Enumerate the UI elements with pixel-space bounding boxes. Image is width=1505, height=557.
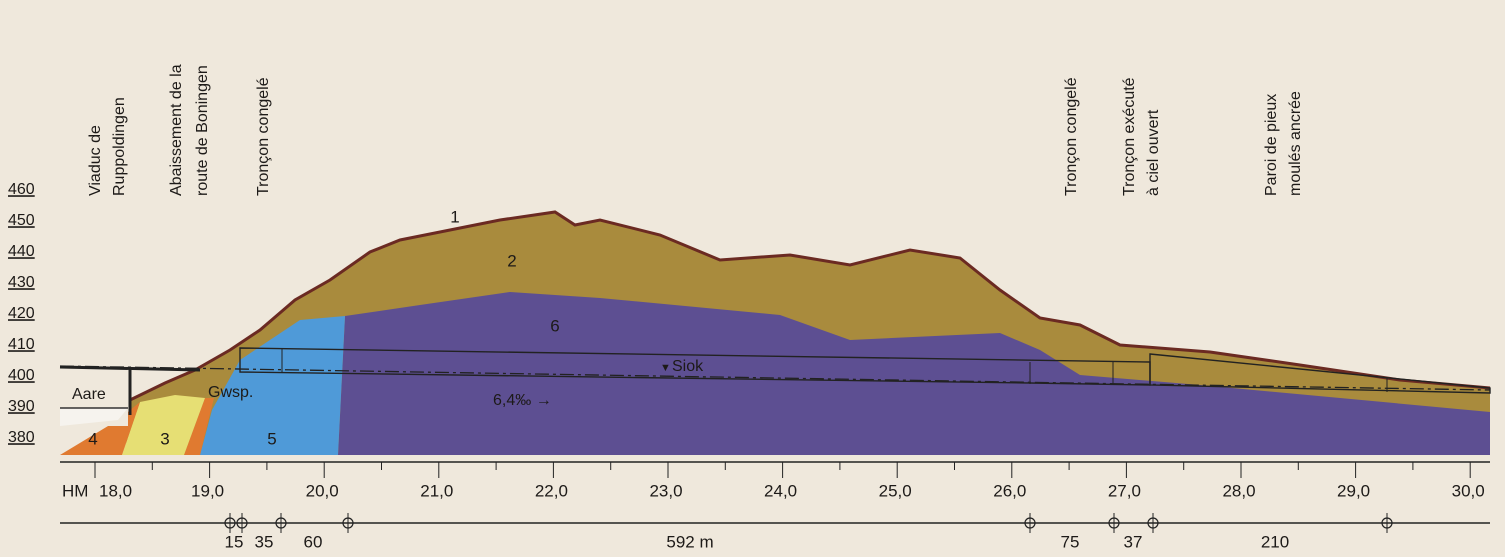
distance-label: 210 — [1261, 532, 1289, 551]
axis-label: 19,0 — [191, 481, 224, 500]
annotation: à ciel ouvert — [1145, 109, 1162, 196]
annotation: Paroi de pieux — [1263, 94, 1280, 196]
elevation-label: 420 — [8, 305, 35, 322]
layer-label: 4 — [88, 429, 97, 448]
layer-6 — [338, 292, 1490, 455]
annotation: moulés ancrée — [1287, 91, 1304, 196]
tunnel-outline — [239, 347, 1151, 386]
distance-label: 35 — [255, 532, 274, 551]
layer-3 — [122, 395, 205, 455]
axis-label: 20,0 — [306, 481, 339, 500]
elevation-label: 380 — [8, 429, 35, 446]
layer-label: 5 — [267, 429, 276, 448]
axis-label: 29,0 — [1337, 481, 1370, 500]
elevation-label: 440 — [8, 243, 35, 260]
water-label: Aare — [72, 386, 106, 403]
marker — [1024, 517, 1036, 529]
layer-4-strip — [184, 398, 214, 455]
axis-label: 18,0 — [99, 481, 132, 500]
gradient-label: 6,4‰ → — [493, 392, 552, 409]
axis-label: 24,0 — [764, 481, 797, 500]
elevation-label: 410 — [8, 336, 35, 353]
river-water — [60, 408, 128, 426]
distance-label: 60 — [304, 532, 323, 551]
layer-label: 1 — [450, 207, 459, 226]
marker — [275, 517, 287, 529]
distance-label: 37 — [1124, 532, 1143, 551]
annotation: route de Boningen — [194, 65, 211, 196]
layer-4 — [60, 402, 140, 455]
annotation: Viaduc de — [87, 125, 104, 196]
axis-label: 27,0 — [1108, 481, 1141, 500]
annotation: Tronçon exécuté — [1121, 77, 1138, 196]
marker — [224, 517, 236, 529]
axis-line — [59, 365, 1491, 391]
layer-label: 6 — [550, 316, 559, 335]
layer-label: 3 — [160, 429, 169, 448]
marker — [342, 517, 354, 529]
axis-label: 28,0 — [1222, 481, 1255, 500]
layer-1 — [129, 210, 1491, 402]
axis-label: 22,0 — [535, 481, 568, 500]
elevation-label: 450 — [8, 212, 35, 229]
water-level-symbol: ▼ — [660, 362, 671, 374]
water-label: Siok — [672, 358, 704, 375]
marker — [1147, 517, 1159, 529]
cut-cover-outline — [1149, 353, 1491, 394]
marker — [236, 517, 248, 529]
annotation: Abaissement de la — [168, 64, 185, 196]
axis-label: 21,0 — [420, 481, 453, 500]
annotation: Tronçon congelé — [1063, 77, 1080, 196]
layer-5 — [200, 316, 345, 455]
marker — [1108, 517, 1120, 529]
elevation-label: 400 — [8, 367, 35, 384]
distance-label: 75 — [1061, 532, 1080, 551]
annotation: Tronçon congelé — [255, 77, 272, 196]
distance-label: 592 m — [666, 532, 713, 551]
distance-label: 15 — [225, 532, 244, 551]
layer-label: 2 — [507, 251, 516, 270]
axis-label: 25,0 — [879, 481, 912, 500]
annotation: Ruppoldingen — [111, 97, 128, 196]
axis-label: 26,0 — [993, 481, 1026, 500]
water-label: Gwsp. — [208, 384, 253, 401]
elevation-label: 430 — [8, 274, 35, 291]
axis-label: 23,0 — [649, 481, 682, 500]
axis-prefix: HM — [62, 481, 88, 500]
elevation-label: 460 — [8, 181, 35, 198]
elevation-label: 390 — [8, 398, 35, 415]
axis-label: 30,0 — [1452, 481, 1485, 500]
marker — [1381, 517, 1393, 529]
